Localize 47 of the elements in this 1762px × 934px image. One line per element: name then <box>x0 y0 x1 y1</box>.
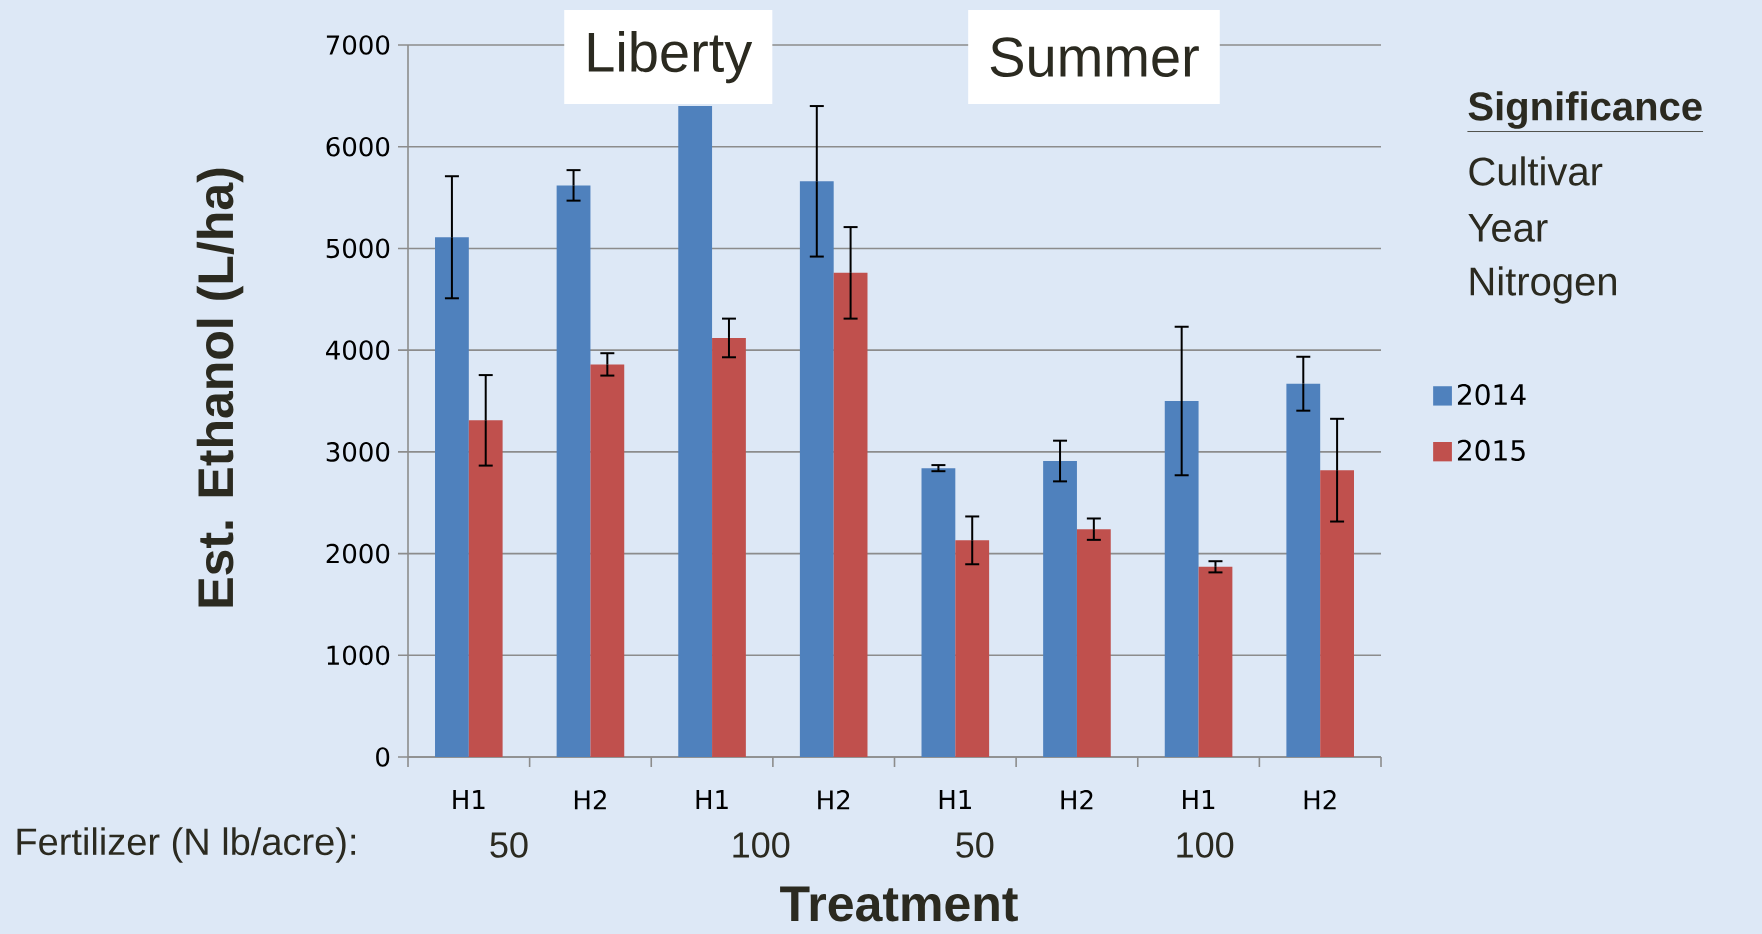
bar <box>1320 470 1354 757</box>
bar <box>435 237 469 757</box>
x-tick-label: H2 <box>1061 790 1093 810</box>
text: Year <box>1468 214 1548 242</box>
bar <box>1076 529 1111 757</box>
bar <box>1198 566 1233 757</box>
text: Cultivar <box>1469 156 1603 186</box>
bar <box>921 468 956 757</box>
bar <box>799 181 834 757</box>
bar <box>712 337 746 757</box>
x-tick-label: H2 <box>818 790 850 810</box>
bar <box>1043 461 1077 757</box>
y-axis-title: Est. Ethanol (L/ha) <box>196 168 244 607</box>
x-tick-label: H1 <box>453 790 485 810</box>
x-tick-label: H2 <box>1304 790 1336 810</box>
y-tick-label: 6000 <box>326 136 390 157</box>
y-tick-label: 5000 <box>326 238 390 259</box>
text: 50 <box>490 832 528 858</box>
x-tick-label: H1 <box>696 790 728 810</box>
bar <box>955 540 990 757</box>
y-tick-label: 0 <box>376 747 390 767</box>
x-tick-label: H1 <box>1183 790 1215 810</box>
y-tick-label: 2000 <box>326 543 390 564</box>
text: Significance <box>1468 91 1702 129</box>
text: 100 <box>733 832 790 858</box>
annotation: Summer <box>990 37 1199 77</box>
y-tick-label: 4000 <box>326 340 390 360</box>
y-tick-label: 7000 <box>326 35 390 55</box>
legend-label: 2014 <box>1457 384 1526 406</box>
bar <box>1286 383 1321 757</box>
bar <box>556 185 591 757</box>
bar <box>833 272 868 757</box>
y-tick-label: 3000 <box>326 442 390 462</box>
legend-label: 2015 <box>1457 439 1525 461</box>
bar <box>678 106 713 757</box>
text: Fertilizer (N lb/acre): <box>17 827 356 863</box>
x-tick-label: H1 <box>939 790 971 810</box>
annotation: Liberty <box>588 31 753 84</box>
x-axis-title: Treatment <box>780 886 1018 922</box>
text: 50 <box>956 832 994 858</box>
y-tick-label: 1000 <box>327 645 390 666</box>
text: 100 <box>1177 832 1234 858</box>
bar <box>468 420 503 757</box>
x-tick-label: H2 <box>574 790 606 810</box>
text: Nitrogen <box>1470 266 1616 304</box>
bar <box>1164 401 1199 757</box>
bar <box>590 364 625 757</box>
